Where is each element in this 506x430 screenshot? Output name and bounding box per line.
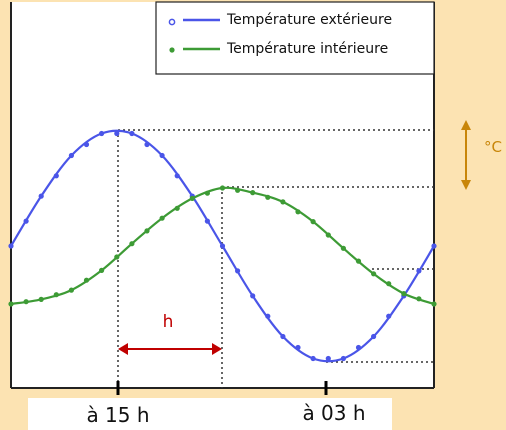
series-point-outdoor xyxy=(310,355,316,362)
series-point-indoor xyxy=(144,228,150,234)
series-point-indoor xyxy=(280,199,286,205)
series-point-indoor xyxy=(355,258,362,264)
series-point-outdoor xyxy=(23,218,29,224)
series-point-outdoor xyxy=(174,173,180,179)
series-point-outdoor xyxy=(371,333,377,340)
series-point-outdoor xyxy=(159,152,165,159)
series-point-indoor xyxy=(83,277,90,283)
series-point-outdoor xyxy=(355,344,362,351)
series-point-indoor xyxy=(310,219,316,225)
series-point-outdoor xyxy=(325,355,331,362)
series-point-indoor xyxy=(250,190,256,196)
series-point-indoor xyxy=(265,194,271,200)
series-point-outdoor xyxy=(250,293,256,299)
series-point-indoor xyxy=(53,292,59,298)
legend-box xyxy=(155,1,435,75)
series-layer xyxy=(8,129,437,363)
legend-marker-indoor xyxy=(169,47,175,53)
legend: Température extérieure Température intér… xyxy=(155,1,435,75)
series-point-outdoor xyxy=(8,243,14,249)
series-point-indoor xyxy=(129,241,135,247)
series-point-outdoor xyxy=(144,141,150,148)
series-point-outdoor xyxy=(204,218,210,224)
series-point-outdoor xyxy=(68,152,74,159)
series-point-indoor xyxy=(340,245,346,251)
series-point-indoor xyxy=(386,281,392,287)
series-point-indoor xyxy=(371,271,377,277)
series-point-indoor xyxy=(68,287,74,293)
series-point-outdoor xyxy=(235,268,241,274)
series-point-indoor xyxy=(189,195,195,201)
unit-arrow-head-up xyxy=(461,120,471,130)
series-point-indoor xyxy=(159,215,165,221)
series-point-indoor xyxy=(295,209,301,215)
series-point-indoor xyxy=(325,232,331,238)
series-point-indoor xyxy=(219,185,226,191)
series-point-outdoor xyxy=(129,130,135,137)
series-point-outdoor xyxy=(114,130,120,137)
legend-label-indoor: Température intérieure xyxy=(226,41,388,57)
legend-marker-outdoor xyxy=(168,18,176,26)
series-point-indoor xyxy=(431,301,437,307)
series-point-indoor xyxy=(23,299,29,305)
series-point-indoor xyxy=(8,301,14,307)
x-tick-label-03h: à 03 h xyxy=(302,401,365,425)
series-point-outdoor xyxy=(295,344,301,351)
phase-shift-label: h xyxy=(163,312,174,332)
phase-shift-arrow: h xyxy=(118,312,222,355)
series-point-indoor xyxy=(99,267,105,273)
series-point-outdoor xyxy=(340,355,346,362)
series-point-outdoor xyxy=(53,173,59,179)
series-point-outdoor xyxy=(280,333,286,340)
unit-arrow-head-down xyxy=(461,180,471,190)
legend-label-outdoor: Température extérieure xyxy=(226,12,392,28)
x-label-band xyxy=(28,398,392,430)
series-point-outdoor xyxy=(38,193,44,199)
series-point-outdoor xyxy=(265,313,271,319)
series-point-indoor xyxy=(401,291,407,297)
unit-label: °C xyxy=(484,138,502,156)
series-point-outdoor xyxy=(431,243,437,249)
unit-indicator: °C xyxy=(461,120,502,190)
series-point-outdoor xyxy=(99,130,105,137)
series-point-indoor xyxy=(235,187,241,193)
series-point-indoor xyxy=(174,205,180,211)
series-point-indoor xyxy=(416,296,422,302)
series-point-indoor xyxy=(114,254,120,260)
series-point-indoor xyxy=(204,190,210,196)
phase-arrow-head-right xyxy=(212,343,222,355)
series-point-outdoor xyxy=(219,243,226,249)
series-point-indoor xyxy=(38,296,44,302)
phase-arrow-head-left xyxy=(118,343,128,355)
series-point-outdoor xyxy=(386,313,392,319)
series-point-outdoor xyxy=(83,141,90,148)
x-tick-label-15h: à 15 h xyxy=(86,403,149,427)
series-point-outdoor xyxy=(416,268,422,274)
reference-lines xyxy=(117,129,434,388)
